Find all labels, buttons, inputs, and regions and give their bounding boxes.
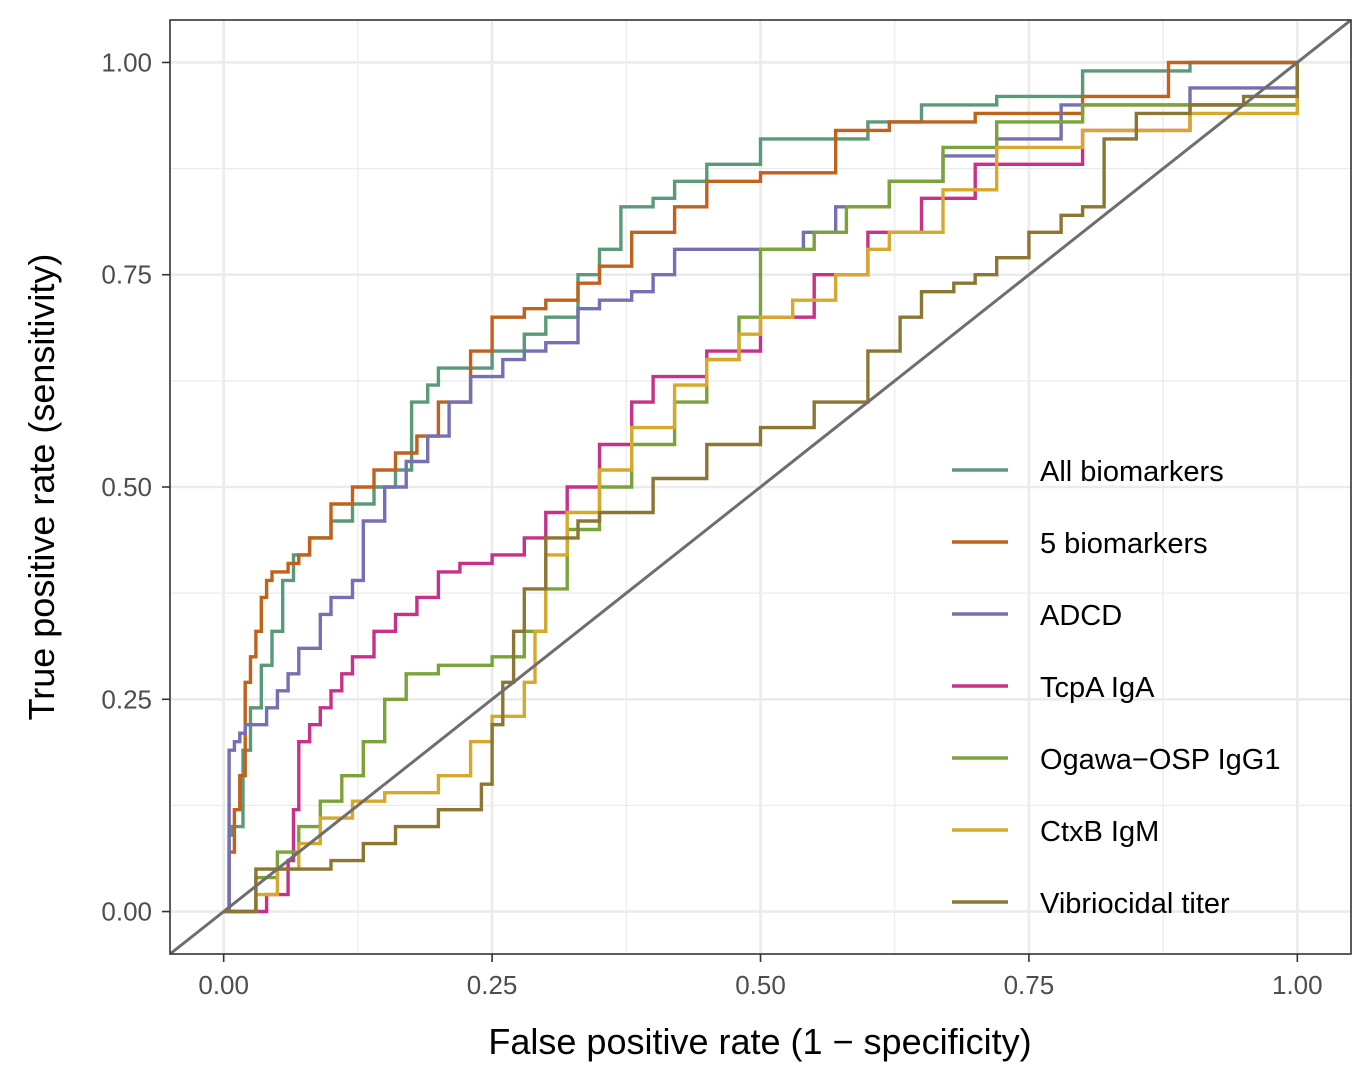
y-tick-label: 0.25	[101, 684, 152, 714]
series-line-3	[223, 62, 1299, 914]
x-tick-label: 0.00	[198, 970, 249, 1000]
x-tick-label: 1.00	[1272, 970, 1323, 1000]
x-axis-title: False positive rate (1 − specificity)	[488, 1021, 1031, 1062]
series-line-5	[223, 96, 1299, 914]
y-tick-label: 0.75	[101, 260, 152, 290]
series-line-4	[223, 96, 1299, 914]
series-line-1	[223, 60, 1298, 914]
y-axis-title: True positive rate (sensitivity)	[21, 254, 62, 721]
legend-label: ADCD	[1040, 600, 1122, 632]
reference-diagonal-line	[170, 20, 1351, 954]
legend-label: Vibriocidal titer	[1040, 888, 1230, 920]
y-tick-label: 0.00	[101, 897, 152, 927]
axes: 0.00 0.25 0.50 0.75 1.00 0.00 0.25 0.50 0.75 1.00	[101, 47, 1322, 1000]
legend-label: Ogawa−OSP IgG1	[1040, 744, 1280, 776]
x-tick-label: 0.75	[1004, 970, 1055, 1000]
series-line-0	[223, 60, 1298, 914]
y-tick-label: 1.00	[101, 47, 152, 77]
legend-label: All biomarkers	[1040, 456, 1224, 488]
legend: All biomarkers 5 biomarkers ADCD TcpA IgA Og…	[952, 456, 1280, 920]
diagonal-reference	[170, 20, 1351, 954]
series-line-6	[223, 62, 1299, 914]
x-tick-label: 0.25	[467, 970, 518, 1000]
x-tick-label: 0.50	[735, 970, 786, 1000]
legend-label: 5 biomarkers	[1040, 528, 1208, 560]
y-tick-label: 0.50	[101, 472, 152, 502]
series-lines	[223, 60, 1299, 914]
legend-label: CtxB IgM	[1040, 816, 1159, 848]
legend-label: TcpA IgA	[1040, 672, 1155, 704]
